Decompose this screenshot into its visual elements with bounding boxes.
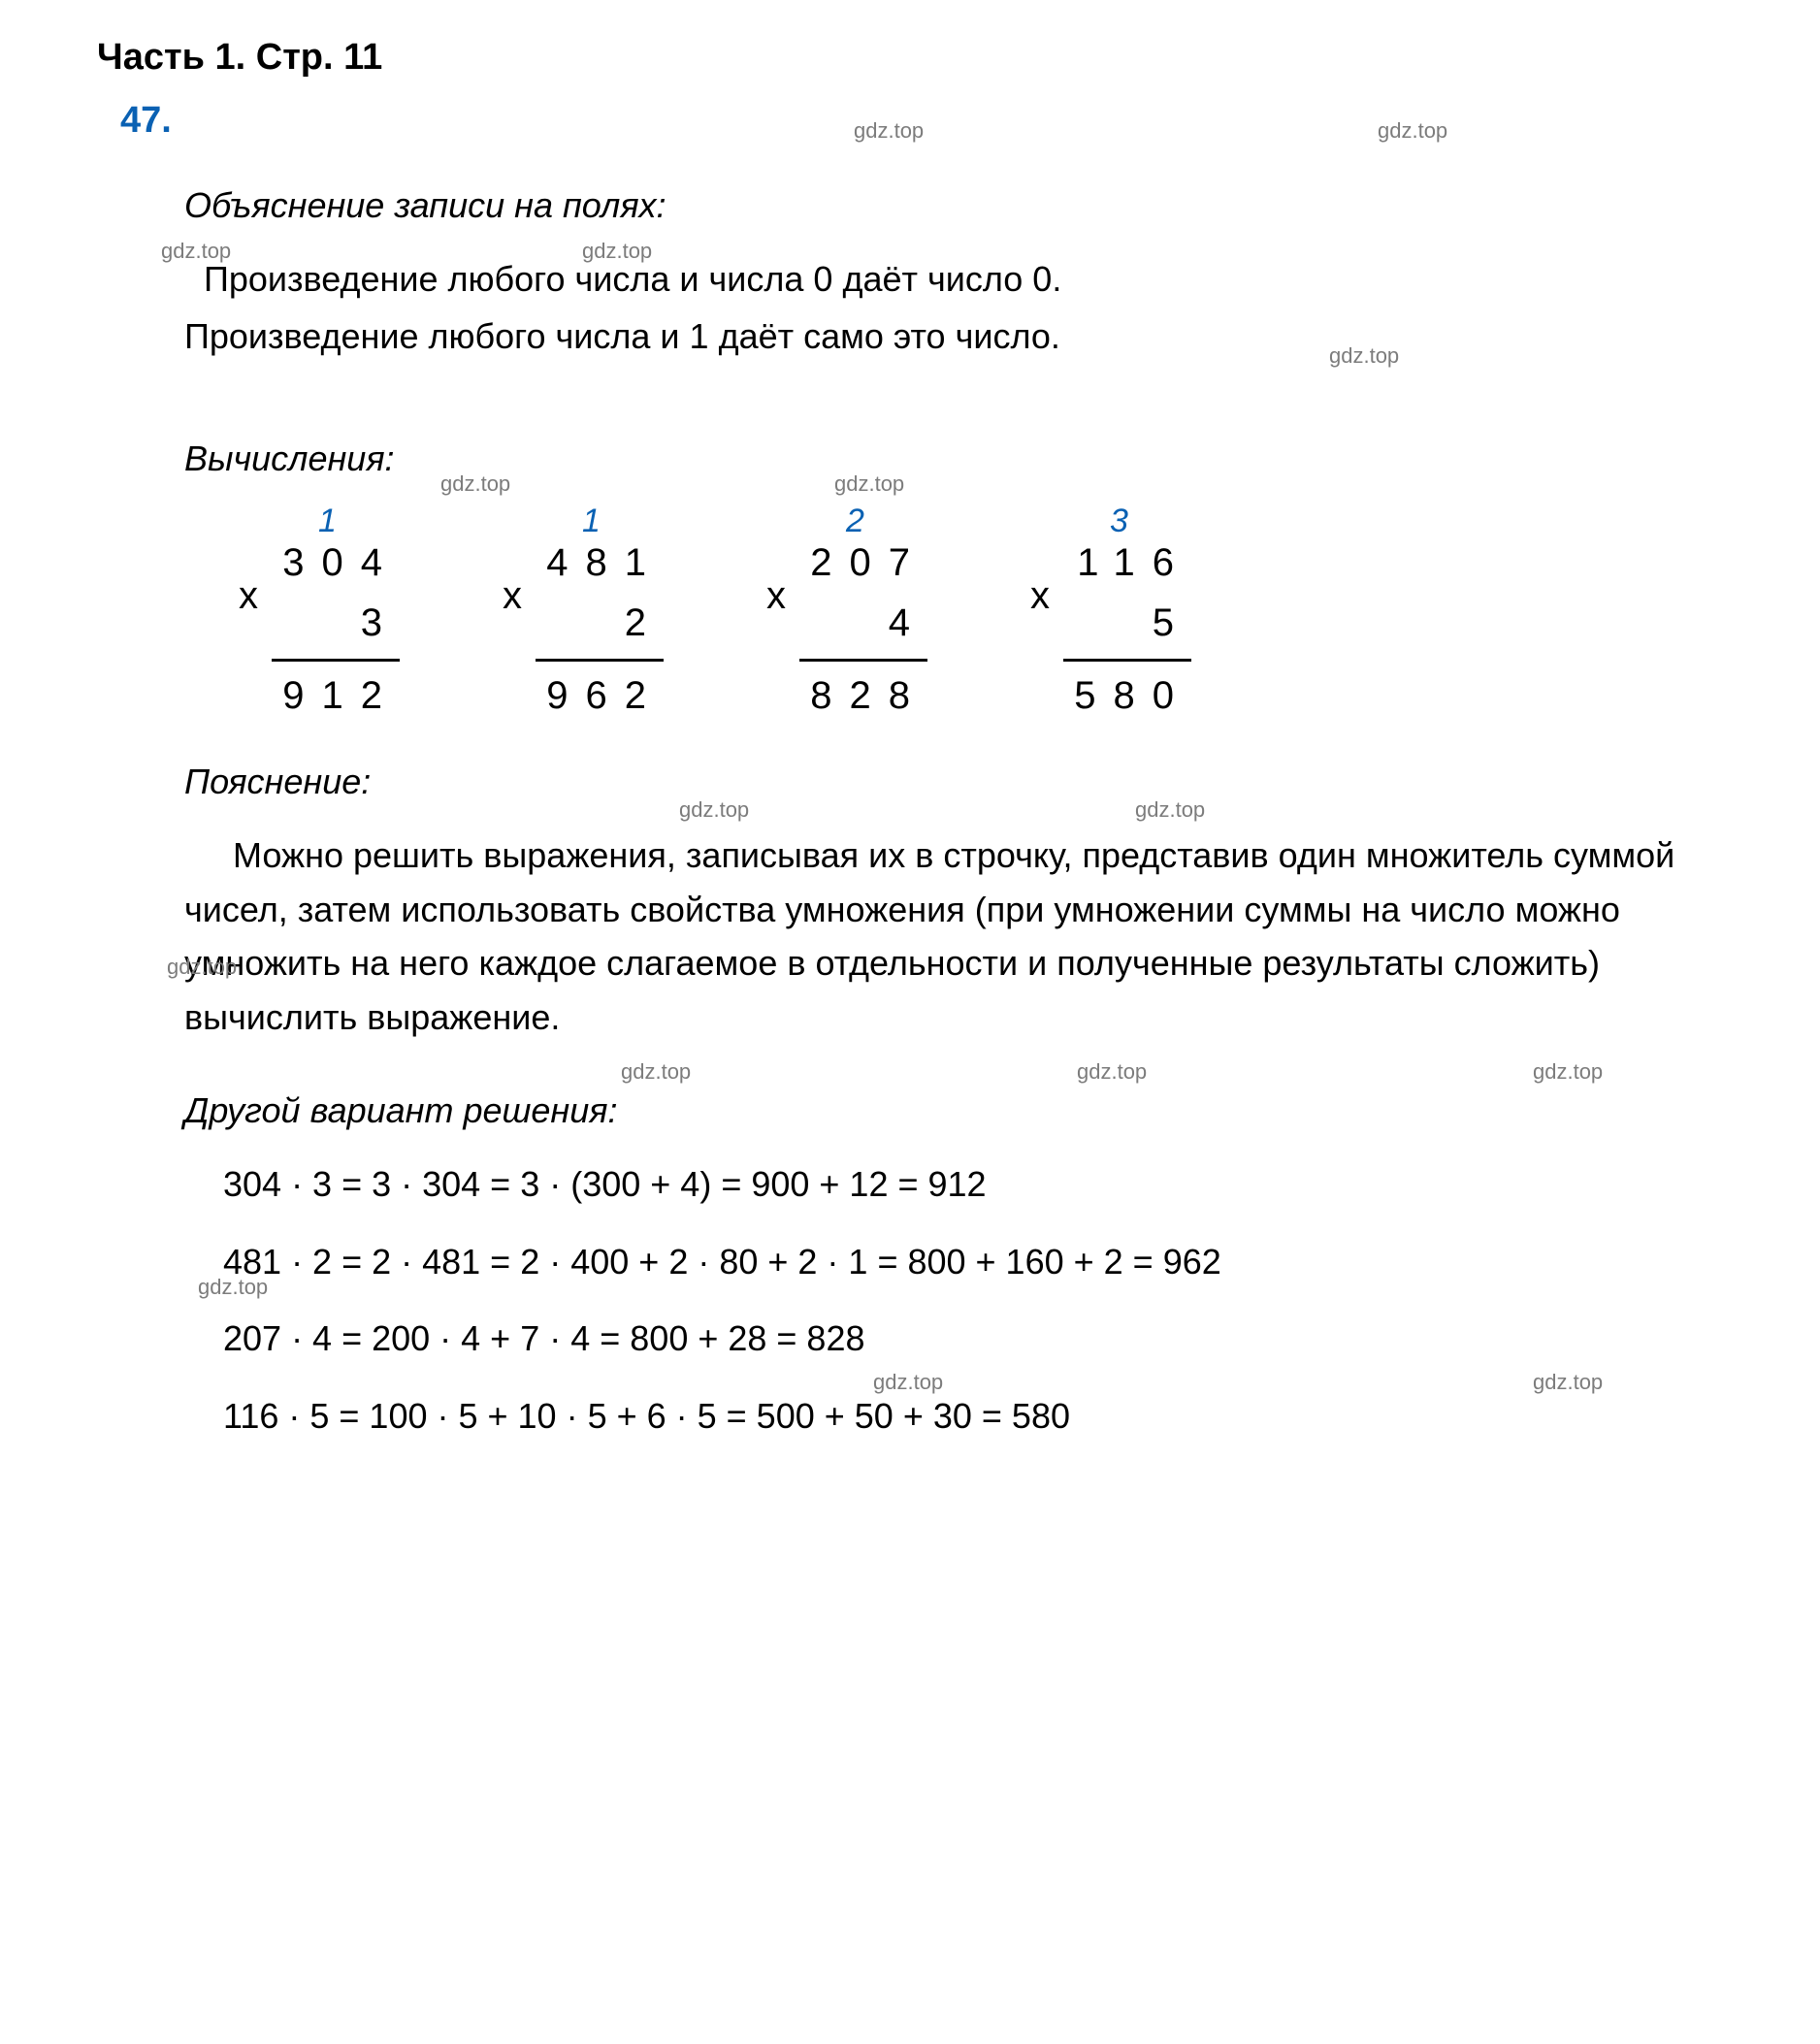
problem-number: 47. [120, 92, 1762, 149]
column-mult: 31165x580 [1063, 505, 1191, 726]
product: 828 [799, 665, 927, 726]
rule-line [536, 659, 664, 662]
multiply-symbol: x [766, 566, 803, 626]
explain-body: Произведение любого числа и числа 0 даёт… [184, 252, 1762, 365]
column-mult-row: 13043x912 14812x962 22074x828 31165x580 [272, 505, 1762, 726]
section-alt-title: Другой вариант решения: [184, 1084, 1762, 1138]
section-clarify-title: Пояснение: [184, 755, 1762, 809]
column-mult: 22074x828 [799, 505, 927, 726]
rule-line [799, 659, 927, 662]
rule-line [272, 659, 400, 662]
multiply-symbol: x [503, 566, 539, 626]
explain-line-1: Произведение любого числа и числа 0 даёт… [184, 252, 1762, 307]
multiply-symbol: x [1030, 566, 1067, 626]
equation-line: 207 · 4 = 200 · 4 + 7 · 4 = 800 + 28 = 8… [223, 1312, 1762, 1366]
clarify-body: Можно решить выражения, записывая их в с… [184, 828, 1762, 1045]
product: 580 [1063, 665, 1191, 726]
equations-list: 304 · 3 = 3 · 304 = 3 · (300 + 4) = 900 … [223, 1157, 1762, 1444]
column-mult: 14812x962 [536, 505, 664, 726]
multiplier: 5x [1063, 593, 1191, 653]
product: 912 [272, 665, 400, 726]
multiplier: 3x [272, 593, 400, 653]
equation-line: 116 · 5 = 100 · 5 + 10 · 5 + 6 · 5 = 500… [223, 1389, 1762, 1444]
multiplier: 2x [536, 593, 664, 653]
multiply-symbol: x [239, 566, 276, 626]
carry-digit: 3 [1110, 496, 1128, 547]
page-root: Часть 1. Стр. 11 47. Объяснение записи н… [0, 0, 1820, 1525]
carry-digit: 2 [846, 496, 864, 547]
equation-line: 304 · 3 = 3 · 304 = 3 · (300 + 4) = 900 … [223, 1157, 1762, 1212]
carry-digit: 1 [582, 496, 601, 547]
multiplier: 4x [799, 593, 927, 653]
section-explain-title: Объяснение записи на полях: [184, 178, 1762, 233]
carry-digit: 1 [318, 496, 337, 547]
product: 962 [536, 665, 664, 726]
explain-line-2: Произведение любого числа и 1 даёт само … [184, 309, 1762, 364]
section-calc-title: Вычисления: [184, 432, 1762, 486]
part-label: Часть 1. Стр. 11 [97, 29, 1762, 86]
column-mult: 13043x912 [272, 505, 400, 726]
equation-line: 481 · 2 = 2 · 481 = 2 · 400 + 2 · 80 + 2… [223, 1235, 1762, 1289]
clarify-text: Можно решить выражения, записывая их в с… [184, 828, 1762, 1045]
rule-line [1063, 659, 1191, 662]
